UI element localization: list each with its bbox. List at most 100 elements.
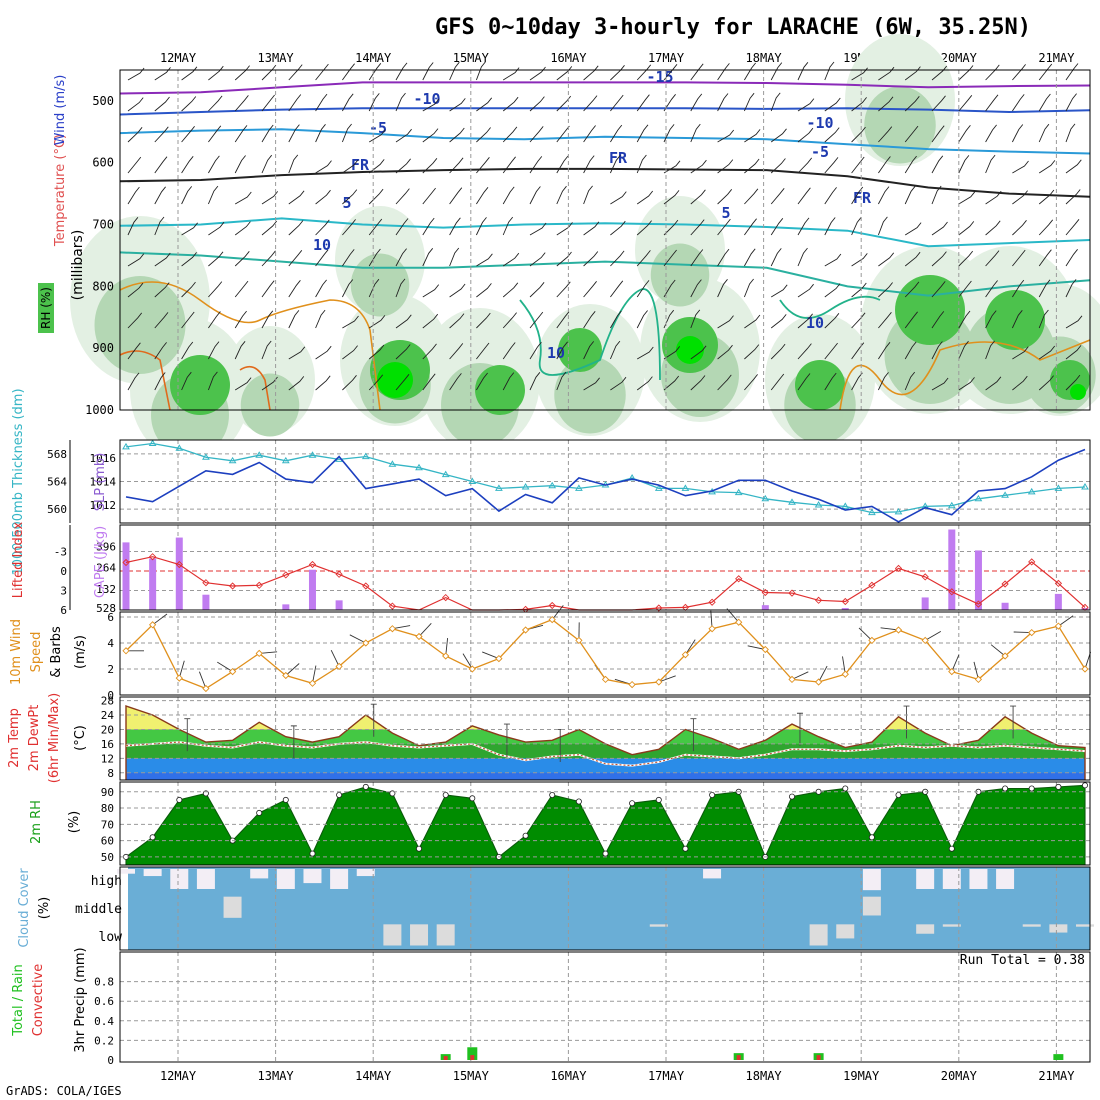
wind-barb xyxy=(261,124,274,143)
rh-point xyxy=(682,845,689,852)
bottom-date-label: 19MAY xyxy=(843,1069,880,1083)
isotherm-label: -5 xyxy=(369,119,387,137)
isotherm-label: 5 xyxy=(342,194,351,212)
cloud-layer-cell xyxy=(1049,924,1068,933)
top-date-label: 17MAY xyxy=(648,51,685,65)
temp-ylabel: 2m DewPt xyxy=(27,705,42,772)
wind-barb xyxy=(207,371,218,391)
wind-barb xyxy=(636,280,650,298)
wind-barb xyxy=(422,313,439,329)
wind10-point xyxy=(1054,622,1063,630)
wind-barb xyxy=(154,96,170,112)
wind-ylabel: & Barbs xyxy=(49,626,64,678)
cloud-layer-cell xyxy=(250,869,269,879)
wind-barb xyxy=(208,221,225,236)
thickness-point xyxy=(814,501,823,508)
isotherm-line xyxy=(119,81,1091,95)
wind-barb xyxy=(476,253,493,267)
pressure-tick-label: 1000 xyxy=(85,403,114,417)
isotherm-line xyxy=(119,128,1091,155)
wind-barb xyxy=(315,249,329,267)
wind-barb xyxy=(1065,63,1079,81)
wind-barb xyxy=(449,283,466,298)
wind-barb xyxy=(234,251,250,267)
wind-barb xyxy=(583,377,600,391)
wind-barb xyxy=(556,341,568,360)
wind10-barb xyxy=(217,661,233,672)
top-date-label: 15MAY xyxy=(453,51,490,65)
wind-barb xyxy=(475,217,487,236)
rh-point xyxy=(522,832,529,839)
wind-barb xyxy=(1012,190,1028,205)
wind-barb xyxy=(288,346,306,360)
rh-point xyxy=(415,845,422,852)
wind10-barb xyxy=(990,644,1006,657)
wind-barb xyxy=(529,186,541,205)
wind-barb xyxy=(422,158,438,174)
wind-barb xyxy=(1065,219,1080,236)
lifted-point xyxy=(521,605,530,614)
wind10-point xyxy=(548,615,556,624)
precip-tick: 0.6 xyxy=(94,995,114,1008)
wind10-point xyxy=(228,667,237,676)
wind-barb xyxy=(1012,346,1029,360)
thickness-point xyxy=(654,484,663,491)
rh-legend-swatch xyxy=(38,283,54,333)
rh-ylabel: 2m RH xyxy=(29,800,44,844)
wind-barb xyxy=(395,374,410,391)
rh-tick: 80 xyxy=(101,802,114,815)
wind-barb xyxy=(744,158,760,174)
lifted-point xyxy=(122,558,130,567)
wind-barb xyxy=(797,373,811,391)
wind-barb xyxy=(234,280,249,298)
bottom-date-label: 14MAY xyxy=(355,1069,392,1083)
wind-barb xyxy=(208,341,220,360)
wind-barb xyxy=(422,373,436,391)
thickness-point xyxy=(388,460,397,467)
wind-barb xyxy=(1065,374,1081,391)
wind-barb xyxy=(609,155,621,174)
lifted-point xyxy=(948,588,956,596)
thickness-point xyxy=(841,502,850,509)
wind10-barb xyxy=(285,663,300,676)
wind-barb xyxy=(127,186,140,205)
wind10-point xyxy=(362,639,370,647)
temp-tick: 12 xyxy=(101,752,114,765)
wind-barb xyxy=(502,342,516,360)
wind10-point xyxy=(575,636,583,645)
wind-barb xyxy=(342,159,359,174)
wind-barb xyxy=(931,377,949,391)
wind-barb xyxy=(583,125,596,143)
wind-tick: 2 xyxy=(107,663,114,676)
panel-frame-cloud xyxy=(119,866,1091,951)
wind-barb xyxy=(985,310,997,329)
wind-barb xyxy=(717,248,730,267)
lifted-point xyxy=(362,582,370,590)
cloud-layer-cell xyxy=(436,924,455,946)
wind-barb xyxy=(797,62,809,81)
wind-barb xyxy=(208,65,224,81)
cape-tick: 396 xyxy=(96,540,116,553)
rh-point xyxy=(1082,782,1089,789)
cape-bar xyxy=(282,604,290,610)
wind-barb xyxy=(395,278,406,298)
wind-barb xyxy=(556,185,567,205)
wind-barb xyxy=(422,62,434,81)
wind-barb xyxy=(342,375,357,391)
footer-credit: GrADS: COLA/IGES xyxy=(6,1084,122,1098)
wind-barb xyxy=(234,310,247,329)
cloud-layer-cell xyxy=(942,924,961,927)
top-date-label: 20MAY xyxy=(941,51,978,65)
wind-barb xyxy=(717,315,734,329)
isotherm-label: FR xyxy=(853,189,872,207)
wind-barb xyxy=(1012,64,1026,81)
isotherm-line xyxy=(519,288,881,381)
wind-barb xyxy=(770,284,788,298)
wind-barb xyxy=(1012,94,1025,112)
cloud-layer-cell xyxy=(330,869,349,889)
thickness-point xyxy=(868,508,876,516)
wind-barb xyxy=(636,94,650,112)
lifted-point xyxy=(974,600,983,608)
thickness-point xyxy=(894,507,903,515)
wind-tick: 4 xyxy=(107,637,114,650)
